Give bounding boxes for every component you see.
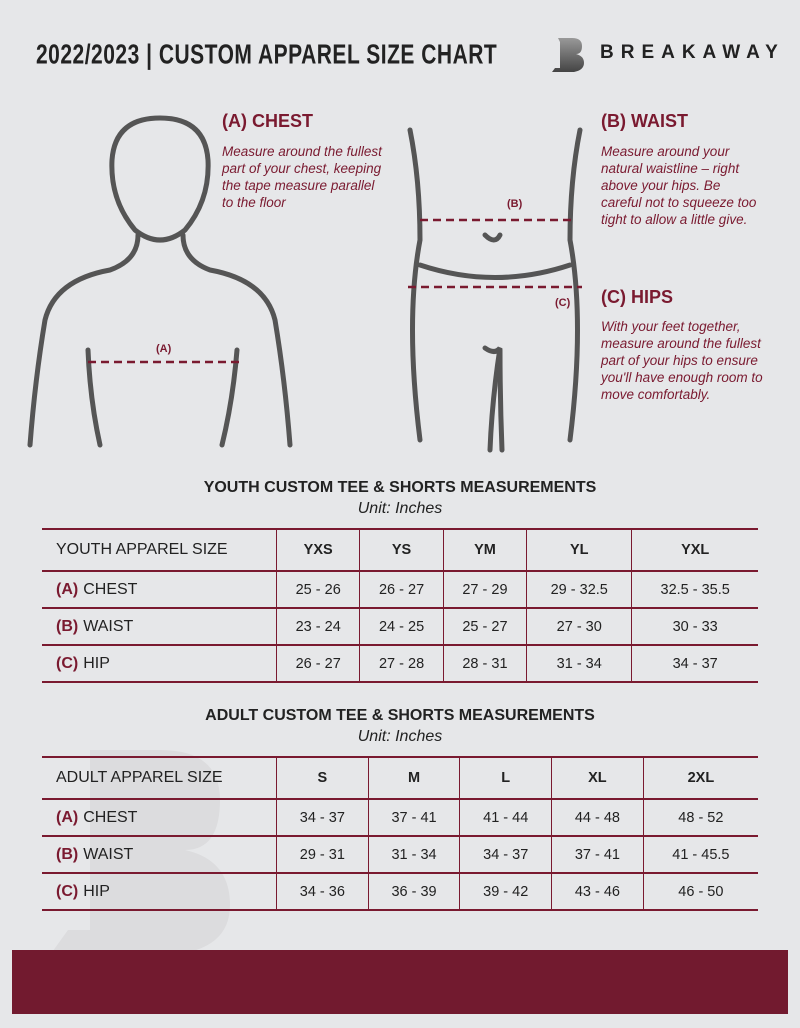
measurement-name: CHEST bbox=[83, 580, 138, 598]
footer-bar bbox=[12, 950, 788, 1014]
hips-description: With your feet together, measure around … bbox=[601, 319, 763, 402]
table-cell: 34 - 37 bbox=[631, 644, 758, 683]
hips-heading: (C) HIPS bbox=[601, 287, 673, 307]
chest-marker: (A) bbox=[156, 343, 172, 355]
table-cell: 27 - 30 bbox=[526, 607, 632, 646]
table-cell: 26 - 27 bbox=[275, 644, 360, 683]
adult-table-title: ADULT CUSTOM TEE & SHORTS MEASUREMENTS bbox=[205, 707, 595, 724]
measurement-label: (A) CHEST bbox=[42, 570, 277, 609]
table-cell: 30 - 33 bbox=[631, 607, 758, 646]
measurement-letter: (B) bbox=[56, 845, 79, 863]
size-header: 2XL bbox=[642, 756, 758, 800]
size-header: YS bbox=[359, 528, 444, 572]
measurement-name: HIP bbox=[83, 654, 110, 672]
table-row: (B) WAIST 29 - 31 31 - 34 34 - 37 37 - 41 41 -… bbox=[42, 835, 758, 874]
table-cell: 27 - 28 bbox=[359, 644, 444, 683]
size-label: YOUTH APPAREL SIZE bbox=[42, 528, 277, 572]
waist-marker: (B) bbox=[507, 198, 523, 210]
measurement-letter: (B) bbox=[56, 617, 79, 635]
measurement-label: (C) HIP bbox=[42, 644, 277, 683]
measurement-label: (B) WAIST bbox=[42, 835, 277, 874]
size-header: YM bbox=[442, 528, 527, 572]
brand-name: BREAKAWAY bbox=[600, 42, 785, 63]
size-header: S bbox=[276, 756, 369, 800]
measurement-label: (A) CHEST bbox=[42, 798, 277, 837]
size-header: YXL bbox=[631, 528, 758, 572]
measurement-name: WAIST bbox=[83, 617, 134, 635]
table-row: (C) HIP 34 - 36 36 - 39 39 - 42 43 - 46 46 - 5… bbox=[42, 872, 758, 911]
size-header: XL bbox=[551, 756, 644, 800]
table-cell: 31 - 34 bbox=[367, 835, 460, 874]
table-cell: 46 - 50 bbox=[642, 872, 758, 911]
table-cell: 25 - 27 bbox=[442, 607, 527, 646]
measurement-letter: (A) bbox=[56, 808, 79, 826]
table-cell: 29 - 31 bbox=[276, 835, 369, 874]
youth-table-title: YOUTH CUSTOM TEE & SHORTS MEASUREMENTS bbox=[203, 479, 597, 496]
size-header: L bbox=[459, 756, 552, 800]
waist-description: Measure around your natural waistline – … bbox=[601, 144, 757, 227]
size-header: M bbox=[367, 756, 460, 800]
size-header: YL bbox=[526, 528, 632, 572]
measurement-letter: (A) bbox=[56, 580, 79, 598]
breakaway-logo-icon bbox=[548, 34, 588, 74]
measurement-label: (C) HIP bbox=[42, 872, 277, 911]
table-cell: 36 - 39 bbox=[367, 872, 460, 911]
table-cell: 37 - 41 bbox=[551, 835, 644, 874]
table-cell: 31 - 34 bbox=[526, 644, 632, 683]
table-row: (B) WAIST 23 - 24 24 - 25 25 - 27 27 - 30 30 -… bbox=[42, 607, 758, 646]
table-row: (C) HIP 26 - 27 27 - 28 28 - 31 31 - 34 34 - 3… bbox=[42, 644, 758, 683]
size-label: ADULT APPAREL SIZE bbox=[42, 756, 277, 800]
table-cell: 43 - 46 bbox=[551, 872, 644, 911]
table-cell: 41 - 45.5 bbox=[642, 835, 758, 874]
table-cell: 24 - 25 bbox=[359, 607, 444, 646]
measurement-label: (B) WAIST bbox=[42, 607, 277, 646]
measurement-letter: (C) bbox=[56, 654, 79, 672]
table-header-row: YOUTH APPAREL SIZE YXS YS YM YL YXL bbox=[42, 528, 758, 572]
youth-table-unit: Unit: Inches bbox=[357, 500, 443, 517]
waist-heading: (B) WAIST bbox=[601, 111, 688, 131]
table-cell: 28 - 31 bbox=[442, 644, 527, 683]
table-cell: 37 - 41 bbox=[367, 798, 460, 837]
table-cell: 23 - 24 bbox=[275, 607, 360, 646]
table-row: (A) CHEST 25 - 26 26 - 27 27 - 29 29 - 32.5 32… bbox=[42, 570, 758, 609]
measurement-name: WAIST bbox=[83, 845, 134, 863]
table-header-row: ADULT APPAREL SIZE S M L XL 2XL bbox=[42, 756, 758, 800]
table-cell: 44 - 48 bbox=[551, 798, 644, 837]
table-cell: 39 - 42 bbox=[459, 872, 552, 911]
table-cell: 26 - 27 bbox=[359, 570, 444, 609]
table-cell: 25 - 26 bbox=[275, 570, 360, 609]
chest-heading: (A) CHEST bbox=[222, 111, 313, 131]
adult-size-table: ADULT APPAREL SIZE S M L XL 2XL (A) CHEST 34 - 3… bbox=[42, 756, 758, 911]
table-cell: 34 - 37 bbox=[459, 835, 552, 874]
youth-size-table: YOUTH APPAREL SIZE YXS YS YM YL YXL (A) CHEST 25… bbox=[42, 528, 758, 683]
body-illustration bbox=[27, 115, 583, 453]
measurement-letter: (C) bbox=[56, 882, 79, 900]
table-cell: 29 - 32.5 bbox=[526, 570, 632, 609]
table-cell: 34 - 37 bbox=[276, 798, 369, 837]
adult-table-unit: Unit: Inches bbox=[357, 728, 443, 745]
table-cell: 27 - 29 bbox=[442, 570, 527, 609]
table-cell: 41 - 44 bbox=[459, 798, 552, 837]
table-cell: 34 - 36 bbox=[276, 872, 369, 911]
measurement-name: CHEST bbox=[83, 808, 138, 826]
size-header: YXS bbox=[275, 528, 360, 572]
measurement-name: HIP bbox=[83, 882, 110, 900]
table-row: (A) CHEST 34 - 37 37 - 41 41 - 44 44 - 48 48 -… bbox=[42, 798, 758, 837]
page-title: 2022/2023 | CUSTOM APPAREL SIZE CHART bbox=[36, 40, 498, 70]
table-cell: 48 - 52 bbox=[642, 798, 758, 837]
hips-marker: (C) bbox=[555, 297, 571, 309]
chest-description: Measure around the fullest part of your … bbox=[222, 144, 382, 210]
table-cell: 32.5 - 35.5 bbox=[631, 570, 758, 609]
